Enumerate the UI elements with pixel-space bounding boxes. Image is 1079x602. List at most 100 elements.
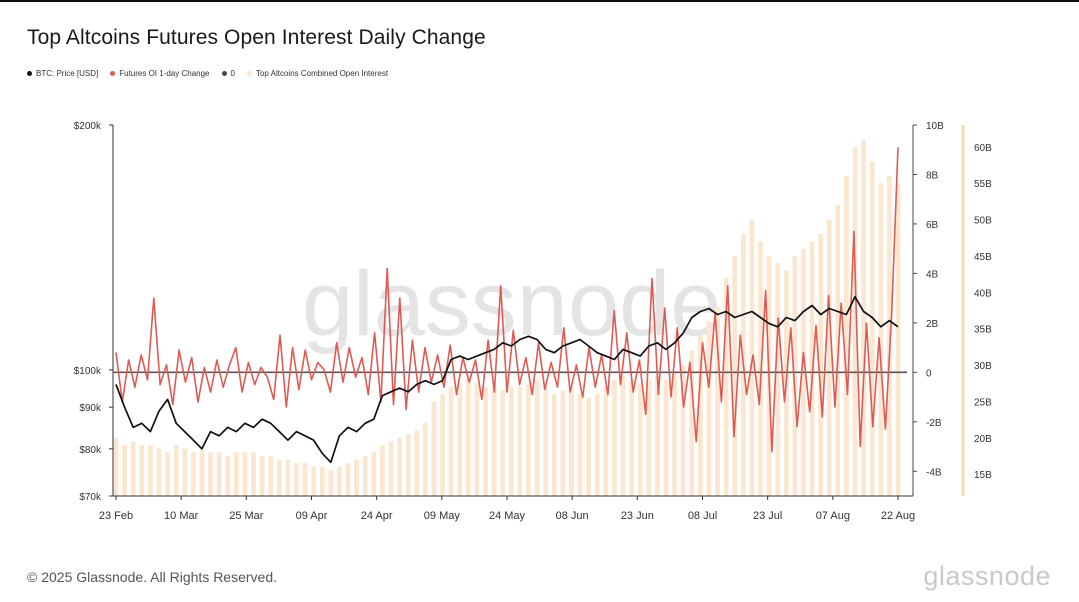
oi-bar: [655, 375, 660, 496]
oi-bar: [775, 263, 781, 496]
legend-item-zero[interactable]: 0: [221, 69, 235, 78]
oi-bar: [276, 459, 282, 496]
oi-bar: [483, 386, 488, 496]
x-tick-label: 25 Mar: [229, 510, 264, 522]
oi-bar: [646, 379, 652, 496]
open-interest-bars: [113, 139, 901, 497]
oi-bar: [663, 379, 669, 496]
oi-bar: [637, 383, 643, 496]
oi-bar: [852, 146, 858, 496]
oi-bar: [354, 459, 359, 496]
left-tick-label: $100k: [74, 366, 102, 377]
oi-bar: [233, 452, 239, 496]
legend-label-combined-oi: Top Altcoins Combined Open Interest: [255, 69, 389, 78]
x-tick-label: 09 Apr: [296, 510, 328, 522]
legend-item-oi-change[interactable]: Futures OI 1-day Change: [110, 69, 210, 78]
oi-bar: [569, 386, 574, 496]
legend-item-btc-price[interactable]: BTC: Price [USD]: [27, 69, 98, 78]
oi-bar: [122, 445, 127, 496]
oi-bar: [517, 386, 523, 496]
oi-bar: [826, 219, 832, 496]
axes: $70k $80k $90k $100k $200k -4B -2B 0 2B 4B 6B 8B 10B…: [74, 121, 992, 522]
oi-bar: [715, 306, 720, 496]
oi-bar: [869, 161, 875, 496]
oi-tick-label: 45B: [974, 252, 992, 263]
oi-tick-label: 30B: [974, 361, 992, 372]
oi-bar: [508, 386, 514, 496]
oi-bar: [414, 430, 420, 496]
oi-bar: [225, 455, 231, 496]
oi-bar: [818, 234, 824, 496]
oi-bar: [732, 255, 738, 496]
oi-bar: [268, 455, 274, 496]
legend-dot-combined-oi: [246, 71, 252, 76]
legend-dot-btc-price: [27, 71, 32, 76]
oi-bar: [380, 445, 385, 496]
oi-bar: [251, 452, 256, 496]
oi-tick-label: 15B: [974, 470, 992, 481]
x-tick-label: 07 Aug: [816, 510, 850, 522]
oi-bar: [337, 466, 342, 496]
right-tick-label: 6B: [926, 220, 939, 231]
x-tick-label: 08 Jul: [688, 510, 717, 522]
oi-bar: [697, 335, 703, 496]
oi-tick-label: 20B: [974, 434, 992, 445]
left-tick-label: $90k: [79, 403, 102, 414]
oi-bar: [861, 139, 866, 497]
series-lines: [113, 147, 907, 464]
oi-bar: [311, 466, 317, 496]
oi-bar: [440, 394, 445, 496]
oi-bar: [173, 445, 179, 496]
oi-bar: [302, 463, 308, 496]
right-tick-label: -4B: [926, 467, 942, 478]
oi-bar: [878, 183, 884, 496]
oi-bar: [500, 390, 506, 496]
oi-tick-label: 25B: [974, 397, 992, 408]
oi-bar: [594, 394, 600, 496]
legend-label-oi-change: Futures OI 1-day Change: [119, 69, 210, 78]
oi-bar: [491, 386, 497, 496]
oi-bar: [603, 386, 609, 496]
oi-tick-label: 60B: [974, 143, 992, 154]
right-tick-label: 8B: [926, 170, 939, 181]
oi-bar: [620, 375, 626, 496]
x-tick-label: 10 Mar: [164, 510, 199, 522]
oi-bar: [259, 455, 265, 496]
oi-bar: [689, 350, 695, 496]
oi-bar: [422, 423, 428, 496]
oi-tick-label: 55B: [974, 179, 992, 190]
right-tick-label: 10B: [926, 121, 944, 132]
chart-title: Top Altcoins Futures Open Interest Daily…: [27, 26, 486, 49]
oi-bar: [534, 379, 540, 496]
legend-dot-zero: [221, 71, 227, 76]
oi-bar: [113, 437, 119, 496]
x-tick-label: 08 Jun: [556, 510, 589, 522]
right-tick-label: -2B: [926, 418, 942, 429]
oi-bar: [723, 277, 729, 496]
oi-bar: [431, 401, 437, 496]
oi-bar: [526, 383, 531, 496]
oi-bar: [242, 452, 248, 496]
left-tick-label: $80k: [79, 445, 102, 456]
btc-price-line: [115, 295, 899, 464]
oi-bar: [844, 175, 849, 496]
oi-bar: [792, 255, 798, 496]
oi-bar: [543, 386, 549, 496]
oi-bar: [629, 379, 634, 496]
oi-bar: [465, 379, 471, 496]
left-tick-label: $70k: [79, 492, 102, 503]
x-tick-label: 23 Jun: [621, 510, 654, 522]
legend-label-zero: 0: [230, 69, 235, 78]
legend-item-combined-oi[interactable]: Top Altcoins Combined Open Interest: [246, 69, 389, 78]
oi-bar: [577, 394, 583, 496]
oi-tick-label: 35B: [974, 325, 992, 336]
oi-tick-label: 50B: [974, 216, 992, 227]
oi-bar: [612, 379, 617, 496]
oi-bar: [156, 448, 162, 496]
x-tick-label: 24 Apr: [361, 510, 393, 522]
x-tick-label: 22 Aug: [881, 510, 915, 522]
oi-bar: [199, 448, 205, 496]
oi-bar: [362, 455, 368, 496]
oi-bar: [457, 383, 463, 496]
